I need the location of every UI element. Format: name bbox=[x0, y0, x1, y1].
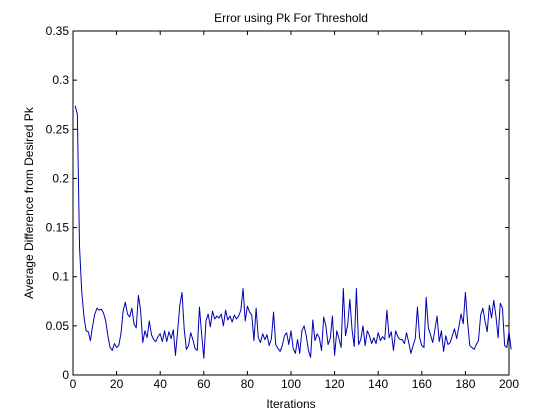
x-tick-label: 20 bbox=[110, 377, 124, 391]
y-tick-label: 0.15 bbox=[46, 221, 70, 235]
x-tick-label: 60 bbox=[197, 377, 211, 391]
series-line bbox=[74, 105, 512, 359]
plot-area bbox=[72, 30, 510, 376]
y-tick-label: 0.05 bbox=[46, 319, 70, 333]
x-tick-label: 140 bbox=[368, 377, 388, 391]
y-axis-label: Average Difference from Desired Pk bbox=[22, 106, 36, 299]
y-tick-label: 0.25 bbox=[46, 122, 70, 136]
x-tick-label: 200 bbox=[499, 377, 519, 391]
y-axis-ticks: 0 0.05 0.1 0.15 0.2 0.25 0.3 0.35 bbox=[46, 24, 509, 382]
y-tick-label: 0.35 bbox=[46, 24, 70, 38]
x-tick-label: 40 bbox=[154, 377, 168, 391]
chart-title: Error using Pk For Threshold bbox=[214, 11, 368, 25]
series-group bbox=[74, 105, 512, 359]
x-axis-label: Iterations bbox=[266, 397, 315, 411]
x-tick-label: 100 bbox=[281, 377, 301, 391]
x-tick-label: 80 bbox=[241, 377, 255, 391]
x-axis-ticks: 0 20 40 60 80 100 120 140 160 180 200 bbox=[70, 31, 519, 391]
y-tick-label: 0.2 bbox=[52, 171, 69, 185]
x-tick-label: 120 bbox=[325, 377, 345, 391]
x-tick-label: 160 bbox=[412, 377, 432, 391]
x-tick-label: 0 bbox=[70, 377, 77, 391]
y-tick-label: 0.1 bbox=[52, 270, 69, 284]
y-tick-label: 0 bbox=[62, 368, 69, 382]
x-tick-label: 180 bbox=[455, 377, 475, 391]
y-tick-label: 0.3 bbox=[52, 73, 69, 87]
